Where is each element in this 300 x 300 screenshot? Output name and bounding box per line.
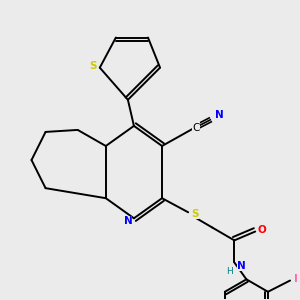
Text: C: C [193, 122, 200, 133]
Text: S: S [89, 61, 96, 71]
Text: N: N [124, 217, 132, 226]
Text: O: O [258, 225, 266, 235]
Text: N: N [237, 261, 246, 271]
Text: N: N [215, 110, 224, 121]
Text: S: S [191, 209, 199, 219]
Text: H: H [226, 267, 233, 276]
Text: I: I [294, 274, 298, 284]
